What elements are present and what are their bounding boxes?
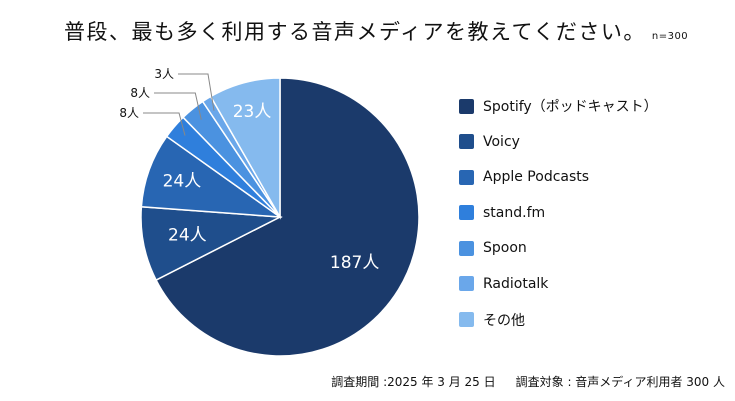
legend-item-spoon: Spoon (459, 239, 658, 257)
legend-item-radiotalk: Radiotalk (459, 275, 658, 293)
legend-label: Spoon (483, 240, 527, 257)
legend: Spotify（ポッドキャスト） Voicy Apple Podcasts stand… (459, 97, 658, 346)
sample-size: n=300 (651, 31, 689, 42)
survey-period: 調査期間 :2025 年 3 月 25 日 (331, 375, 496, 389)
slice-labels: 187人 24人 24人 23人 8人 8人 3人 (119, 67, 379, 273)
data-label-4: 8人 (119, 106, 139, 120)
pie-slice-7 (209, 77, 281, 220)
legend-item-other: その他 (459, 311, 658, 329)
legend-swatch (459, 98, 474, 114)
legend-swatch (459, 276, 474, 292)
data-label-2: 24人 (168, 226, 207, 246)
legend-label: Spotify（ポッドキャスト） (483, 99, 658, 115)
legend-item-stand-fm: stand.fm (459, 204, 658, 222)
chart-title: 普段、最も多く利用する音声メディアを教えてください。 n=300 (64, 16, 688, 46)
legend-swatch (459, 134, 474, 150)
title-text: 普段、最も多く利用する音声メディアを教えてください。 (64, 20, 646, 44)
legend-label: その他 (483, 312, 525, 329)
data-label-3: 24人 (163, 172, 202, 192)
leader-line-5 (154, 92, 202, 120)
data-label-5: 8人 (130, 86, 150, 100)
legend-label: Voicy (483, 133, 520, 150)
data-label-7: 23人 (233, 102, 272, 122)
legend-label: Radiotalk (483, 275, 549, 292)
legend-item-spotify: Spotify（ポッドキャスト） (459, 97, 658, 115)
legend-swatch (459, 205, 474, 221)
leader-line-6 (178, 73, 215, 111)
leader-line-4 (143, 112, 186, 136)
legend-swatch (459, 312, 474, 328)
legend-item-apple-podcasts: Apple Podcasts (459, 168, 658, 186)
legend-swatch (459, 169, 474, 185)
survey-footer: 調査期間 :2025 年 3 月 25 日 調査対象 : 音声メディア利用者 30… (331, 373, 725, 390)
pie-slices (140, 77, 420, 357)
survey-target: 調査対象 : 音声メディア利用者 300 人 (515, 375, 725, 389)
data-label-6: 3人 (154, 67, 174, 81)
legend-label: stand.fm (483, 204, 546, 221)
legend-swatch (459, 240, 474, 256)
data-label-1: 187人 (330, 253, 379, 273)
pie-slice-1 (155, 77, 420, 357)
legend-item-voicy: Voicy (459, 133, 658, 151)
legend-label: Apple Podcasts (483, 169, 590, 186)
